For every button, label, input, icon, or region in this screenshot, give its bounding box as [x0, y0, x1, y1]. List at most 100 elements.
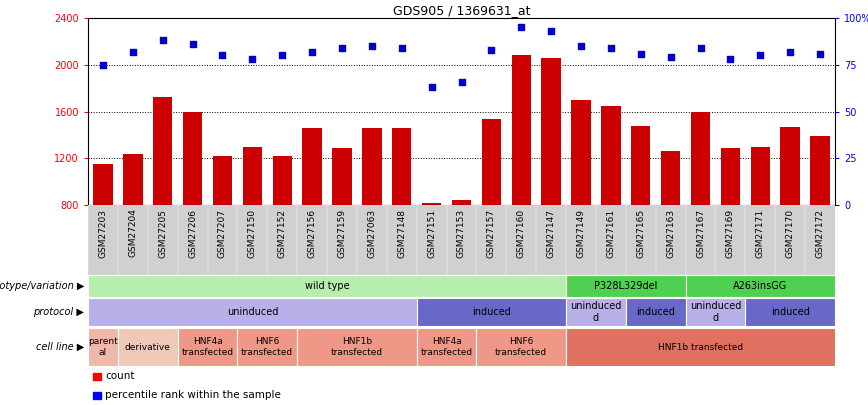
- Bar: [88, 205, 118, 275]
- Point: [126, 49, 140, 55]
- Bar: [332, 148, 352, 205]
- Bar: [148, 205, 178, 275]
- Point: [275, 52, 289, 59]
- Bar: [506, 205, 536, 275]
- Bar: [661, 151, 681, 205]
- Point: [155, 37, 169, 44]
- Bar: [93, 373, 101, 380]
- Point: [335, 45, 349, 51]
- Text: GSM27147: GSM27147: [547, 209, 556, 258]
- Point: [395, 45, 409, 51]
- FancyBboxPatch shape: [118, 328, 178, 366]
- Text: GSM27152: GSM27152: [278, 209, 286, 258]
- Point: [365, 43, 378, 49]
- Bar: [302, 128, 322, 205]
- Bar: [93, 164, 113, 205]
- Text: percentile rank within the sample: percentile rank within the sample: [105, 390, 281, 400]
- Point: [783, 49, 797, 55]
- Bar: [273, 156, 292, 205]
- Text: induced: induced: [771, 307, 810, 317]
- FancyBboxPatch shape: [417, 328, 477, 366]
- Point: [515, 24, 529, 31]
- Text: HNF1b
transfected: HNF1b transfected: [331, 337, 383, 357]
- Bar: [392, 128, 411, 205]
- Text: GSM27171: GSM27171: [756, 209, 765, 258]
- Bar: [686, 205, 715, 275]
- Point: [484, 47, 498, 53]
- Bar: [482, 119, 501, 205]
- Point: [753, 52, 767, 59]
- Point: [306, 49, 319, 55]
- Point: [574, 43, 588, 49]
- Bar: [93, 392, 101, 399]
- Text: GSM27163: GSM27163: [666, 209, 675, 258]
- Bar: [422, 202, 441, 205]
- Bar: [183, 111, 202, 205]
- Point: [544, 28, 558, 34]
- Bar: [357, 205, 387, 275]
- Bar: [571, 100, 591, 205]
- Text: GSM27153: GSM27153: [457, 209, 466, 258]
- Text: parent
al: parent al: [88, 337, 118, 357]
- Bar: [243, 147, 262, 205]
- Bar: [626, 205, 655, 275]
- Text: GSM27160: GSM27160: [516, 209, 526, 258]
- FancyBboxPatch shape: [566, 275, 686, 296]
- Bar: [806, 205, 835, 275]
- Text: derivative: derivative: [125, 343, 171, 352]
- Text: GSM27156: GSM27156: [307, 209, 317, 258]
- Point: [424, 84, 438, 90]
- Text: uninduced: uninduced: [227, 307, 278, 317]
- Text: HNF6
transfected: HNF6 transfected: [241, 337, 293, 357]
- Bar: [123, 154, 142, 205]
- Text: protocol ▶: protocol ▶: [33, 307, 84, 317]
- FancyBboxPatch shape: [417, 298, 566, 326]
- Bar: [207, 205, 238, 275]
- Bar: [720, 148, 740, 205]
- Text: count: count: [105, 371, 135, 381]
- Text: GSM27159: GSM27159: [338, 209, 346, 258]
- Text: induced: induced: [472, 307, 510, 317]
- Text: GSM27203: GSM27203: [98, 209, 108, 258]
- Bar: [746, 205, 775, 275]
- Bar: [362, 128, 382, 205]
- Text: GSM27149: GSM27149: [576, 209, 586, 258]
- Text: genotype/variation ▶: genotype/variation ▶: [0, 281, 84, 291]
- Bar: [451, 200, 471, 205]
- Bar: [542, 58, 561, 205]
- Text: HNF6
transfected: HNF6 transfected: [496, 337, 548, 357]
- FancyBboxPatch shape: [178, 328, 238, 366]
- Point: [604, 45, 618, 51]
- FancyBboxPatch shape: [686, 275, 835, 296]
- Bar: [536, 205, 566, 275]
- Text: GSM27167: GSM27167: [696, 209, 705, 258]
- FancyBboxPatch shape: [477, 328, 566, 366]
- Point: [664, 54, 678, 60]
- Bar: [780, 127, 800, 205]
- Text: GSM27169: GSM27169: [726, 209, 735, 258]
- FancyBboxPatch shape: [566, 298, 626, 326]
- FancyBboxPatch shape: [686, 298, 746, 326]
- Bar: [631, 126, 650, 205]
- FancyBboxPatch shape: [297, 328, 417, 366]
- Text: induced: induced: [636, 307, 675, 317]
- Text: uninduced
d: uninduced d: [690, 301, 741, 323]
- Point: [246, 56, 260, 62]
- Text: wild type: wild type: [305, 281, 349, 291]
- FancyBboxPatch shape: [88, 298, 417, 326]
- Text: HNF1b transfected: HNF1b transfected: [658, 343, 743, 352]
- Point: [723, 56, 737, 62]
- Bar: [297, 205, 327, 275]
- Title: GDS905 / 1369631_at: GDS905 / 1369631_at: [392, 4, 530, 17]
- Bar: [213, 156, 232, 205]
- Bar: [267, 205, 297, 275]
- FancyBboxPatch shape: [566, 328, 835, 366]
- Text: HNF4a
transfected: HNF4a transfected: [181, 337, 233, 357]
- Bar: [751, 147, 770, 205]
- Bar: [566, 205, 596, 275]
- Text: A263insGG: A263insGG: [733, 281, 787, 291]
- FancyBboxPatch shape: [88, 275, 566, 296]
- FancyBboxPatch shape: [746, 298, 835, 326]
- Text: GSM27151: GSM27151: [427, 209, 436, 258]
- Bar: [477, 205, 506, 275]
